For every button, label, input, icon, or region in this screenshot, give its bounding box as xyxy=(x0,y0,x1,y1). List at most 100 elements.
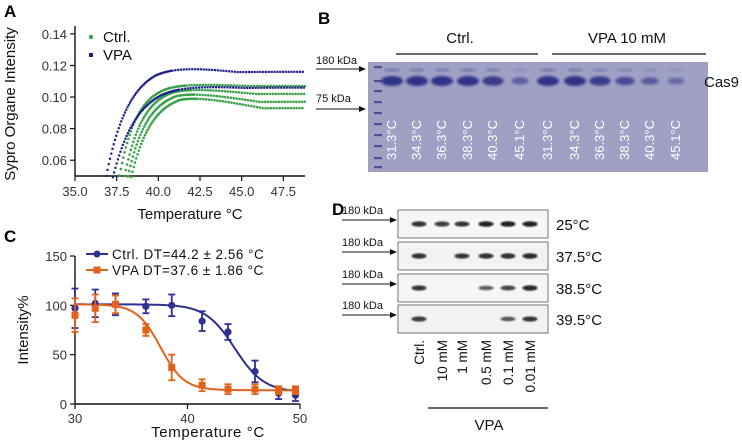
a-point-vpa xyxy=(112,143,115,146)
a-ytick-label: 0.14 xyxy=(42,27,67,42)
gel-lane-label: 36.3°C xyxy=(434,120,449,160)
a-point-vpa xyxy=(138,87,142,90)
a-point-ctrl xyxy=(226,96,230,99)
c-point-ctrl xyxy=(224,328,232,336)
gel-lane-label: 34.3°C xyxy=(567,120,582,160)
a-point-vpa xyxy=(208,68,211,71)
panel-c-xlabel: Temperature °C xyxy=(151,424,265,441)
a-point-vpa xyxy=(259,70,262,74)
a-point-vpa xyxy=(223,86,226,89)
a-point-vpa xyxy=(230,70,234,73)
blot-band xyxy=(411,253,427,259)
a-point-ctrl xyxy=(146,128,149,132)
a-point-ctrl xyxy=(252,99,255,103)
a-point-vpa xyxy=(280,86,283,89)
a-point-ctrl xyxy=(271,92,275,96)
c-xtick-label: 30 xyxy=(68,411,82,426)
a-point-ctrl xyxy=(234,90,238,94)
a-point-vpa xyxy=(205,68,208,71)
a-point-ctrl xyxy=(141,127,145,131)
panel-b: B 31.3°C 34.3°C 36.3°C 38.3°C 40.3°C 45.1°C 31… xyxy=(316,9,739,172)
a-point-vpa xyxy=(130,99,133,102)
a-point-ctrl xyxy=(302,92,306,96)
a-point-vpa xyxy=(164,92,167,95)
a-point-vpa xyxy=(133,93,137,96)
blot-lane-label: 0.5 mM xyxy=(479,340,494,385)
a-point-ctrl xyxy=(230,101,233,104)
a-point-vpa xyxy=(120,147,123,150)
a-point-vpa xyxy=(222,69,225,72)
legend-ctrl-label: Ctrl. xyxy=(103,29,131,46)
a-point-ctrl xyxy=(198,88,201,92)
a-point-vpa xyxy=(149,101,152,104)
a-point-vpa xyxy=(140,109,143,113)
a-point-vpa xyxy=(234,86,237,89)
a-point-vpa xyxy=(202,68,205,71)
gel-marker-180: 180 kDa xyxy=(316,55,358,67)
a-point-ctrl xyxy=(300,100,304,104)
a-point-vpa xyxy=(153,74,157,77)
a-point-ctrl xyxy=(195,83,199,87)
a-point-vpa xyxy=(251,86,254,89)
a-point-ctrl xyxy=(251,92,255,95)
a-point-vpa xyxy=(111,147,114,150)
panel-b-label: B xyxy=(318,9,330,28)
gel-band-faint xyxy=(668,68,684,72)
a-point-vpa xyxy=(256,70,259,74)
a-point-ctrl xyxy=(213,98,216,102)
a-point-ctrl xyxy=(139,121,143,125)
a-point-vpa xyxy=(216,69,219,72)
a-point-ctrl xyxy=(246,84,250,88)
a-point-ctrl xyxy=(139,133,142,137)
a-point-ctrl xyxy=(201,93,204,97)
c-point-ctrl xyxy=(198,317,206,325)
blot-band xyxy=(478,285,494,291)
legend-ctrl-marker xyxy=(88,34,94,40)
gel-band-faint xyxy=(512,68,528,72)
c-xtick-label: 40 xyxy=(180,411,194,426)
a-point-ctrl xyxy=(209,94,213,97)
a-point-vpa xyxy=(188,68,191,71)
a-point-vpa xyxy=(106,168,109,172)
a-point-ctrl xyxy=(257,92,261,96)
a-point-vpa xyxy=(146,79,149,83)
a-point-vpa xyxy=(177,68,180,71)
a-point-vpa xyxy=(116,130,119,133)
a-point-vpa xyxy=(267,70,270,73)
a-point-ctrl xyxy=(215,83,219,87)
a-point-ctrl xyxy=(201,83,205,87)
gel-band-cas9 xyxy=(511,77,529,85)
a-point-vpa xyxy=(156,96,160,99)
a-point-ctrl xyxy=(258,84,261,88)
blot-marker-label: 180 kDa xyxy=(342,237,384,249)
a-point-vpa xyxy=(282,86,286,89)
a-point-ctrl xyxy=(119,167,123,171)
a-point-ctrl xyxy=(147,126,151,130)
blot-band xyxy=(434,221,450,227)
a-point-ctrl xyxy=(200,88,204,92)
a-point-vpa xyxy=(279,70,282,73)
a-point-vpa xyxy=(260,86,263,89)
blot-arrow-head xyxy=(390,249,397,255)
a-point-vpa xyxy=(137,88,140,91)
a-point-ctrl xyxy=(246,91,249,95)
a-point-ctrl xyxy=(136,139,140,143)
a-point-ctrl xyxy=(201,97,205,101)
a-point-vpa xyxy=(148,78,152,81)
a-point-ctrl xyxy=(193,83,196,87)
a-point-vpa xyxy=(132,95,135,98)
a-point-vpa xyxy=(273,70,276,73)
a-point-ctrl xyxy=(132,150,136,154)
panel-a-axes xyxy=(74,26,305,177)
a-point-vpa xyxy=(145,81,148,84)
a-point-vpa xyxy=(160,93,163,97)
a-point-ctrl xyxy=(252,84,256,88)
a-point-ctrl xyxy=(198,83,202,87)
a-point-vpa xyxy=(271,86,274,89)
a-point-vpa xyxy=(281,70,285,73)
a-point-ctrl xyxy=(145,120,148,124)
a-point-ctrl xyxy=(210,83,213,87)
a-point-vpa xyxy=(229,86,232,89)
a-point-ctrl xyxy=(280,92,283,96)
a-point-vpa xyxy=(183,87,186,90)
